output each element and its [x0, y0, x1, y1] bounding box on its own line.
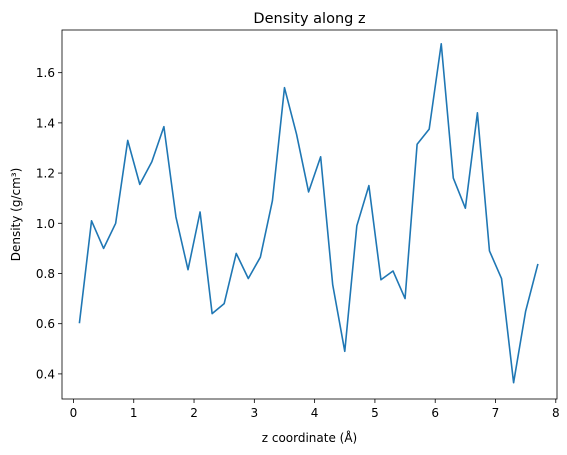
x-axis-ticks: 0 1 2 3 4 5 6 7 8: [70, 399, 560, 420]
y-tick-label: 1.6: [36, 66, 55, 80]
plot-frame: [61, 29, 558, 400]
y-axis-ticks: 0.4 0.6 0.8 1.0 1.2 1.4 1.6: [36, 66, 62, 381]
x-tick-label: 5: [371, 406, 379, 420]
x-tick-label: 2: [190, 406, 198, 420]
plot-background: [62, 30, 557, 399]
x-tick-label: 6: [431, 406, 439, 420]
y-tick-label: 0.8: [36, 267, 55, 281]
x-tick-label: 0: [70, 406, 78, 420]
x-tick-label: 8: [552, 406, 560, 420]
y-tick-label: 1.0: [36, 217, 55, 231]
y-tick-label: 0.4: [36, 367, 55, 381]
chart-title: Density along z: [253, 11, 365, 27]
y-tick-label: 0.6: [36, 317, 55, 331]
x-tick-label: 7: [492, 406, 500, 420]
x-axis-label: z coordinate (Å): [262, 430, 358, 445]
y-tick-label: 1.4: [36, 116, 55, 130]
y-axis-label: Density (g/cm³): [9, 168, 23, 262]
x-tick-label: 4: [311, 406, 319, 420]
density-series-line: [78, 43, 539, 384]
x-tick-label: 1: [130, 406, 138, 420]
x-tick-label: 3: [251, 406, 259, 420]
y-tick-label: 1.2: [36, 167, 55, 181]
